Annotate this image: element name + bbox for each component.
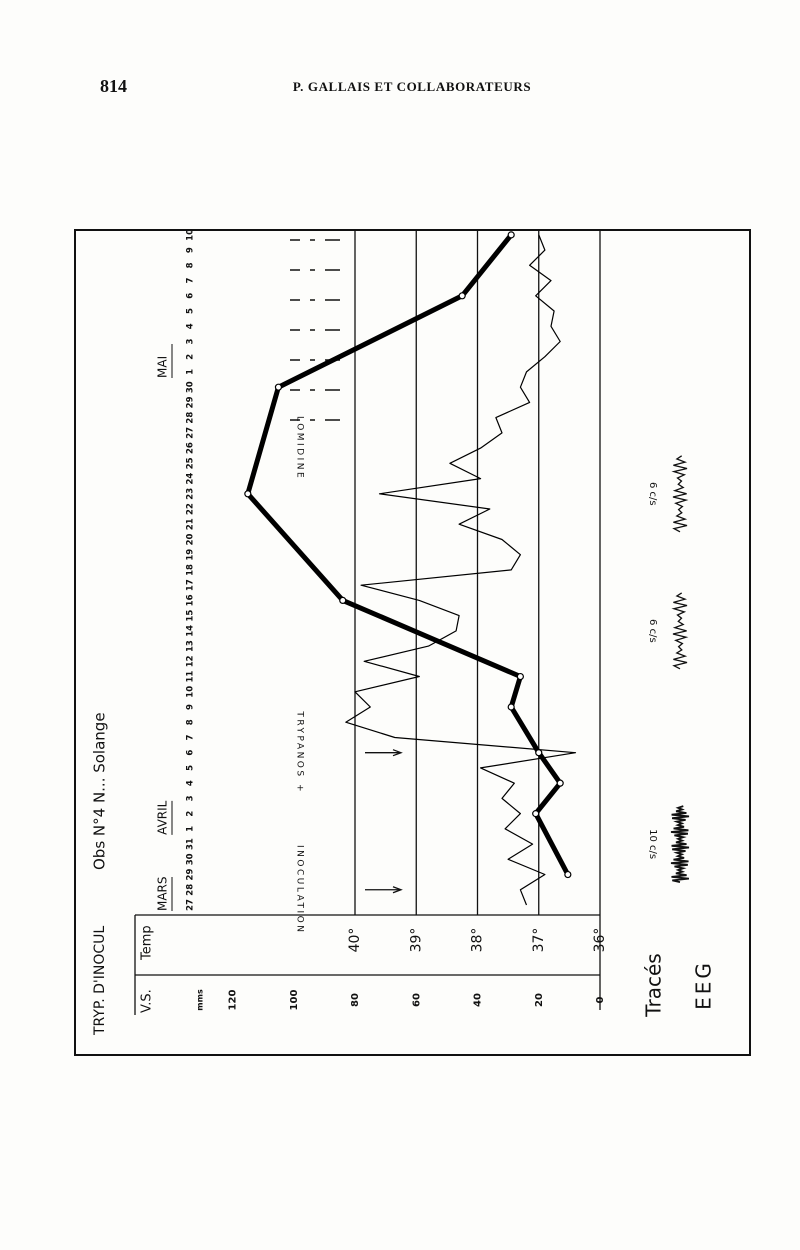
vs-point — [564, 870, 572, 879]
x-tick-label: 8 — [186, 719, 196, 725]
eeg-trace — [671, 592, 689, 670]
x-tick-label: 22 — [186, 503, 196, 515]
x-tick-label: 7 — [186, 278, 196, 284]
x-tick-label: 15 — [186, 610, 196, 622]
chart: TRYP. D'INOCUL Obs N°4 N... Solange V.S.… — [74, 229, 751, 1056]
dash — [290, 239, 340, 421]
x-tick-label: 20 — [186, 533, 196, 545]
x-tick-label: 6 — [186, 293, 196, 299]
x-tick-label: 11 — [186, 671, 196, 683]
x-tick-label: 6 — [186, 750, 196, 756]
x-tick-label: 26 — [186, 442, 196, 454]
x-tick-label: 10 — [186, 229, 196, 241]
y2-axis-title: V.S. — [140, 989, 155, 1013]
y2-tick-label: 120 — [228, 990, 239, 1011]
eeg-trace — [671, 455, 689, 533]
x-tick-label: 13 — [186, 640, 196, 652]
annotation: LOMIDINE — [295, 416, 305, 480]
vs-point — [507, 703, 515, 711]
chart-border — [74, 229, 751, 1056]
y-tick-label: 36° — [592, 928, 608, 953]
eeg-title: Tracés — [642, 953, 666, 1017]
running-title: P. GALLAIS ET COLLABORATEURS — [293, 79, 531, 94]
x-tick-label: 1 — [186, 826, 196, 832]
chart-subtitle: Obs N°4 N... Solange — [91, 712, 109, 870]
annotation: TRYPANOS + — [295, 710, 305, 794]
x-tick-label: 9 — [186, 247, 196, 253]
x-tick-label: 5 — [186, 308, 196, 314]
x-tick-label: 25 — [186, 457, 196, 469]
y2-tick-label: 100 — [289, 990, 300, 1011]
x-tick-label: 18 — [186, 564, 196, 576]
page-number: 814 — [100, 76, 127, 96]
eeg-title: EEG — [692, 960, 716, 1010]
x-tick-label: 14 — [186, 625, 196, 637]
vs-point — [458, 292, 466, 300]
temp-line — [345, 234, 577, 906]
month-label: MAI — [156, 356, 170, 378]
x-tick-label: 29 — [186, 869, 196, 881]
y2-tick-label: 20 — [534, 993, 545, 1007]
x-tick-label: 2 — [186, 811, 196, 817]
vs-point — [516, 672, 524, 681]
x-tick-label: 27 — [186, 899, 196, 911]
eeg-label: 6 c/s — [647, 482, 658, 506]
treatment-dashes — [290, 239, 340, 421]
vs-point — [339, 596, 347, 604]
vs-point — [507, 231, 515, 239]
x-tick-label: 28 — [186, 412, 196, 424]
x-tick-label: 7 — [186, 734, 196, 740]
x-tick-label: 29 — [186, 396, 196, 408]
x-tick-label: 27 — [186, 427, 196, 439]
vs-point — [274, 383, 283, 391]
y2-tick-label: 80 — [350, 993, 361, 1007]
y-tick-label: 40° — [347, 928, 363, 953]
eeg-label: 10 c/s — [647, 829, 658, 859]
x-tick-label: 28 — [186, 884, 196, 896]
y-tick-label: 39° — [408, 928, 424, 953]
month-label: AVRIL — [156, 800, 170, 835]
eeg-label: 6 c/s — [647, 619, 658, 643]
x-tick-label: 21 — [186, 518, 196, 530]
x-tick-label: 8 — [186, 262, 196, 268]
eeg-trace — [670, 805, 690, 883]
y2-tick-label: 40 — [473, 993, 484, 1007]
x-tick-label: 1 — [186, 369, 196, 375]
x-tick-label: 5 — [186, 765, 196, 771]
x-tick-label: 17 — [186, 579, 196, 591]
x-tick-label: 9 — [186, 704, 196, 710]
x-tick-label: 30 — [186, 853, 196, 865]
month-label: MARS — [156, 876, 170, 911]
y2-tick-label: 60 — [411, 993, 422, 1007]
y2-unit: mms — [196, 989, 205, 1011]
x-tick-label: 4 — [186, 323, 196, 329]
vs-point — [535, 749, 543, 757]
x-tick-label: 2 — [186, 354, 196, 360]
x-tick-label: 3 — [186, 795, 196, 801]
x-tick-label: 19 — [186, 549, 196, 561]
x-tick-label: 23 — [186, 488, 196, 500]
x-tick-label: 16 — [186, 594, 196, 606]
x-tick-label: 31 — [186, 838, 196, 850]
vs-point — [532, 810, 540, 818]
y-tick-label: 37° — [531, 928, 547, 953]
vs-point — [244, 490, 252, 498]
x-tick-label: 4 — [186, 780, 196, 786]
arrow-head — [392, 886, 403, 894]
x-tick-label: 3 — [186, 338, 196, 344]
y2-tick-label: 0 — [595, 996, 606, 1003]
chart-title: TRYP. D'INOCUL — [92, 926, 108, 1036]
annotation: INOCULATION — [295, 845, 305, 935]
x-tick-label: 30 — [186, 381, 196, 393]
y-axis-title: Temp — [140, 925, 155, 961]
x-tick-label: 12 — [186, 655, 196, 667]
vs-point — [556, 779, 564, 787]
y-tick-label: 38° — [470, 928, 486, 953]
x-tick-label: 10 — [186, 686, 196, 698]
x-tick-label: 24 — [186, 473, 196, 485]
arrow-head — [392, 749, 403, 757]
